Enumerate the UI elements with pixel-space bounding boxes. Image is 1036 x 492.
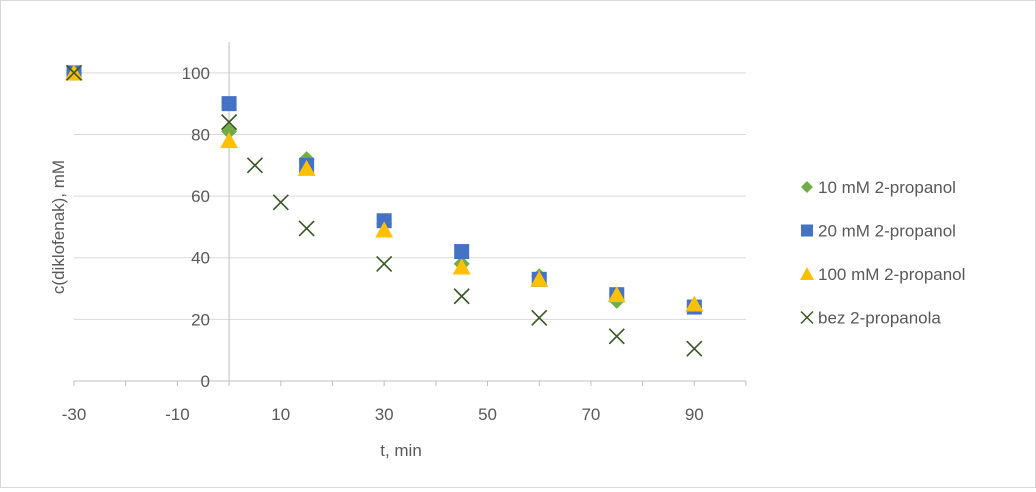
x-marker-stroke (608, 328, 625, 345)
y-axis-title: c(diklofenak), mM (49, 160, 68, 294)
legend-label: bez 2-propanola (818, 309, 941, 328)
x-marker-stroke (453, 288, 470, 305)
tick-labels: -30 -10 10 30 50 70 90 0 20 40 60 80 100 (62, 64, 704, 424)
x-tick-label: 30 (375, 405, 394, 424)
data-point (686, 340, 703, 357)
x-tick-label: 50 (478, 405, 497, 424)
series-4 (65, 64, 703, 357)
data-point (272, 194, 289, 211)
data-point (375, 221, 394, 238)
data-point (454, 244, 470, 260)
legend-item: bez 2-propanola (800, 309, 941, 328)
x-axis-title: t, min (380, 441, 422, 460)
x-marker-stroke (272, 194, 289, 211)
x-tick-label: 70 (581, 405, 600, 424)
data-point (607, 286, 626, 303)
legend-item: 20 mM 2-propanol (801, 222, 956, 241)
legend-marker (800, 310, 814, 325)
data-point (685, 295, 704, 312)
x-marker-stroke (65, 64, 83, 81)
series-1 (66, 64, 703, 316)
x-marker-stroke (376, 255, 393, 272)
series-2 (66, 65, 702, 315)
x-marker-stroke (800, 310, 814, 325)
x-marker-stroke (246, 157, 263, 174)
x-marker-stroke (531, 309, 548, 326)
legend-marker (801, 181, 813, 193)
data-point (376, 255, 393, 272)
data-point (221, 114, 238, 131)
data-point (65, 64, 83, 81)
data-point (298, 220, 315, 237)
y-tick-label: 60 (191, 187, 210, 206)
data-point (608, 328, 625, 345)
y-tick-label: 80 (191, 125, 210, 144)
data-point (453, 288, 470, 305)
legend-label: 100 mM 2-propanol (818, 265, 965, 284)
data-point (246, 157, 263, 174)
legend-marker (801, 224, 813, 237)
legend-item: 10 mM 2-propanol (801, 178, 956, 197)
data-point (220, 132, 239, 149)
x-tick-label: -30 (62, 405, 87, 424)
legend-label: 20 mM 2-propanol (818, 222, 956, 241)
y-tick-label: 20 (191, 310, 210, 329)
legend-label: 10 mM 2-propanol (818, 178, 956, 197)
axes (73, 42, 747, 386)
data-point (221, 96, 237, 112)
data-point (531, 309, 548, 326)
y-tick-label: 0 (201, 372, 210, 391)
data-markers (65, 64, 704, 357)
data-point (530, 270, 549, 287)
y-tick-label: 100 (182, 64, 210, 83)
x-tick-label: 10 (271, 405, 290, 424)
x-marker-stroke (686, 340, 703, 357)
data-point (221, 123, 238, 140)
x-marker-stroke (221, 114, 238, 131)
legend-item: 100 mM 2-propanol (800, 265, 965, 284)
data-point (376, 213, 392, 229)
y-tick-label: 40 (191, 249, 210, 268)
x-tick-label: -10 (165, 405, 190, 424)
legend-marker (800, 267, 814, 280)
data-point (452, 258, 471, 275)
x-marker-stroke (298, 220, 315, 237)
data-point (297, 159, 316, 176)
gridlines (74, 72, 746, 320)
x-tick-label: 90 (685, 405, 704, 424)
legend: 10 mM 2-propanol 20 mM 2-propanol 100 mM 2… (800, 178, 965, 328)
series-3 (65, 64, 704, 312)
